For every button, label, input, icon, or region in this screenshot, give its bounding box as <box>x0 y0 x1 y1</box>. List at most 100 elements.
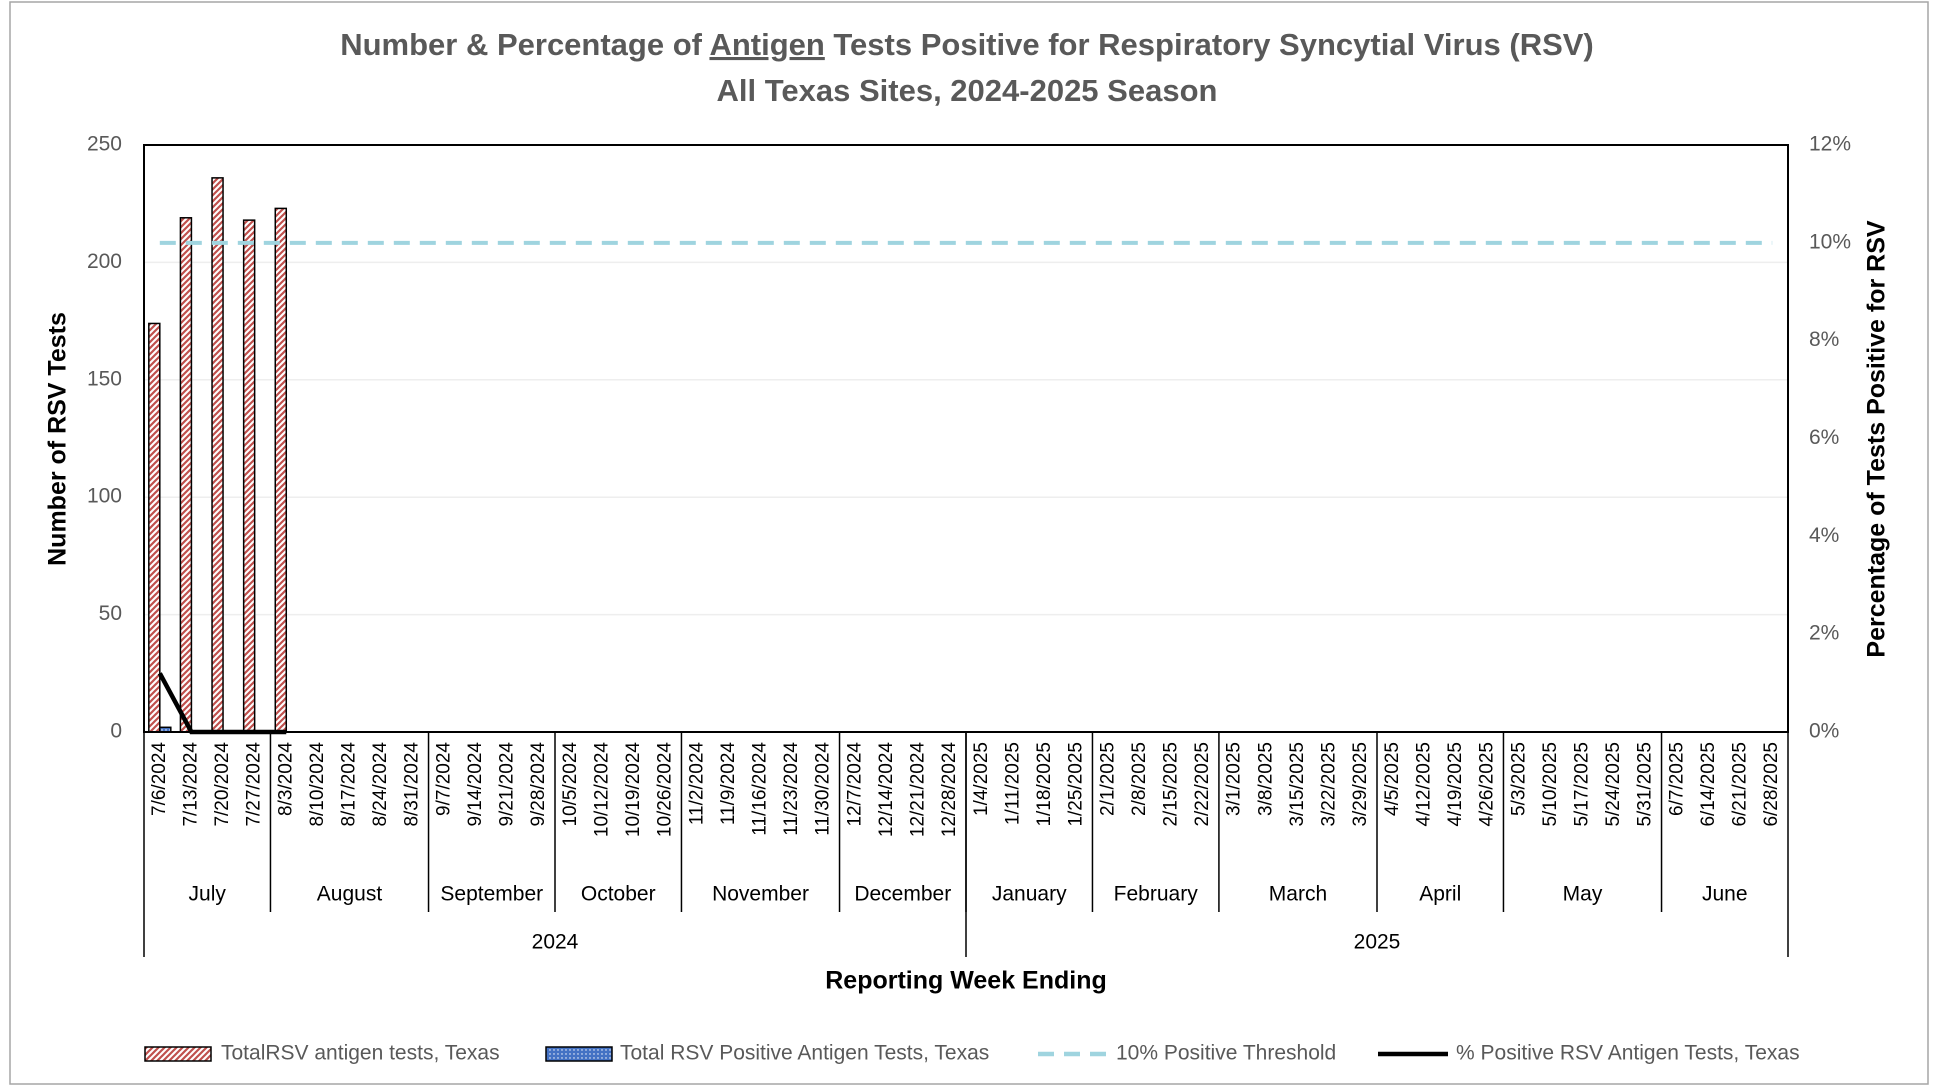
month-label: April <box>1419 883 1461 906</box>
x-tick-label: 7/6/2024 <box>149 742 170 816</box>
y-tick-label: 200 <box>87 250 122 273</box>
x-tick-label: 6/28/2025 <box>1761 742 1782 827</box>
x-tick-label: 3/29/2025 <box>1350 742 1371 827</box>
chart-border <box>9 1 1929 1085</box>
x-tick-label: 5/17/2025 <box>1572 742 1593 827</box>
x-tick-label: 1/25/2025 <box>1066 742 1087 827</box>
y2-tick-label: 0% <box>1809 720 1839 743</box>
x-tick-label: 7/13/2024 <box>180 742 201 827</box>
chart-subtitle: All Texas Sites, 2024-2025 Season <box>717 73 1218 108</box>
x-tick-label: 8/31/2024 <box>402 742 423 827</box>
x-tick-label: 2/15/2025 <box>1161 742 1182 827</box>
x-tick-label: 10/26/2024 <box>655 742 676 838</box>
legend-label: 10% Positive Threshold <box>1116 1042 1336 1065</box>
x-tick-label: 4/19/2025 <box>1445 742 1466 827</box>
x-tick-label: 9/14/2024 <box>465 742 486 827</box>
title-part: Tests Positive for Respiratory Syncytial… <box>825 27 1594 62</box>
x-tick-label: 3/22/2025 <box>1319 742 1340 827</box>
month-label: November <box>712 883 809 906</box>
x-tick-label: 1/4/2025 <box>971 742 992 816</box>
x-tick-label: 5/24/2025 <box>1603 742 1624 827</box>
x-tick-label: 12/14/2024 <box>876 742 897 838</box>
x-tick-label: 10/19/2024 <box>623 742 644 838</box>
title-part: Antigen <box>709 27 824 62</box>
legend-swatch <box>545 1046 613 1062</box>
x-tick-label: 4/26/2025 <box>1477 742 1498 827</box>
plot-frame <box>143 144 1789 733</box>
x-tick-label: 11/9/2024 <box>718 742 739 826</box>
x-tick-label: 1/18/2025 <box>1034 742 1055 827</box>
year-label: 2025 <box>1354 931 1401 954</box>
x-tick-label: 3/8/2025 <box>1255 742 1276 816</box>
x-tick-label: 5/10/2025 <box>1540 742 1561 827</box>
x-tick-label: 7/20/2024 <box>212 742 233 827</box>
x-tick-label: 10/5/2024 <box>560 742 581 827</box>
y2-tick-label: 4% <box>1809 524 1839 547</box>
x-tick-label: 9/7/2024 <box>433 742 454 816</box>
month-label: May <box>1563 883 1603 906</box>
x-tick-label: 3/1/2025 <box>1224 742 1245 816</box>
x-tick-label: 1/11/2025 <box>1002 742 1023 825</box>
y-tick-label: 50 <box>99 602 122 625</box>
y2-tick-label: 12% <box>1809 133 1851 156</box>
x-tick-label: 12/28/2024 <box>939 742 960 838</box>
month-label: January <box>992 883 1067 906</box>
x-tick-label: 6/21/2025 <box>1730 742 1751 827</box>
year-label: 2024 <box>532 931 579 954</box>
x-tick-label: 2/22/2025 <box>1192 742 1213 827</box>
bar <box>274 207 288 733</box>
month-label: June <box>1702 883 1748 906</box>
x-tick-label: 8/3/2024 <box>275 742 296 816</box>
x-tick-label: 3/15/2025 <box>1287 742 1308 827</box>
y2-tick-label: 2% <box>1809 622 1839 645</box>
y-axis-title: Number of RSV Tests <box>44 312 72 566</box>
x-tick-label: 11/16/2024 <box>750 742 771 836</box>
x-tick-label: 6/14/2025 <box>1698 742 1719 827</box>
bar <box>242 219 256 733</box>
x-tick-label: 2/1/2025 <box>1097 742 1118 816</box>
x-tick-label: 5/3/2025 <box>1508 742 1529 816</box>
y2-tick-label: 8% <box>1809 328 1839 351</box>
month-label: February <box>1114 883 1199 906</box>
month-label: December <box>854 883 951 906</box>
y2-axis-title: Percentage of Tests Positive for RSV <box>1863 220 1891 657</box>
x-tick-label: 5/31/2025 <box>1635 742 1656 827</box>
bar <box>179 217 193 733</box>
bar <box>148 322 161 733</box>
x-tick-label: 4/5/2025 <box>1382 742 1403 816</box>
y-tick-label: 250 <box>87 133 122 156</box>
title-part: Number & Percentage of <box>340 27 709 62</box>
x-tick-label: 8/24/2024 <box>370 742 391 827</box>
y-tick-label: 100 <box>87 485 122 508</box>
x-tick-label: 11/23/2024 <box>781 742 802 836</box>
x-axis-title: Reporting Week Ending <box>825 967 1107 995</box>
legend-label: % Positive RSV Antigen Tests, Texas <box>1456 1042 1800 1065</box>
y2-tick-label: 10% <box>1809 230 1851 253</box>
x-tick-label: 8/17/2024 <box>339 742 360 827</box>
x-tick-label: 8/10/2024 <box>307 742 328 827</box>
month-label: March <box>1269 883 1327 906</box>
month-label: September <box>440 883 543 906</box>
y2-tick-label: 6% <box>1809 426 1839 449</box>
month-label: August <box>317 883 383 906</box>
chart-title: Number & Percentage of Antigen Tests Pos… <box>340 27 1594 62</box>
x-tick-label: 10/12/2024 <box>591 742 612 838</box>
month-label: October <box>581 883 656 906</box>
legend-label: TotalRSV antigen tests, Texas <box>221 1042 500 1065</box>
x-tick-label: 12/7/2024 <box>844 742 865 827</box>
legend-swatch <box>144 1046 212 1062</box>
bar <box>211 177 224 733</box>
x-tick-label: 2/8/2025 <box>1129 742 1150 816</box>
month-label: July <box>189 883 227 906</box>
x-tick-label: 9/21/2024 <box>497 742 518 827</box>
x-tick-label: 12/21/2024 <box>908 742 929 838</box>
y-tick-label: 0 <box>110 720 122 743</box>
x-tick-label: 7/27/2024 <box>244 742 265 827</box>
x-tick-label: 4/12/2025 <box>1413 742 1434 827</box>
y-tick-label: 150 <box>87 367 122 390</box>
x-tick-label: 9/28/2024 <box>528 742 549 827</box>
x-tick-label: 11/30/2024 <box>813 742 834 836</box>
legend-label: Total RSV Positive Antigen Tests, Texas <box>620 1042 989 1065</box>
x-tick-label: 11/2/2024 <box>686 742 707 826</box>
